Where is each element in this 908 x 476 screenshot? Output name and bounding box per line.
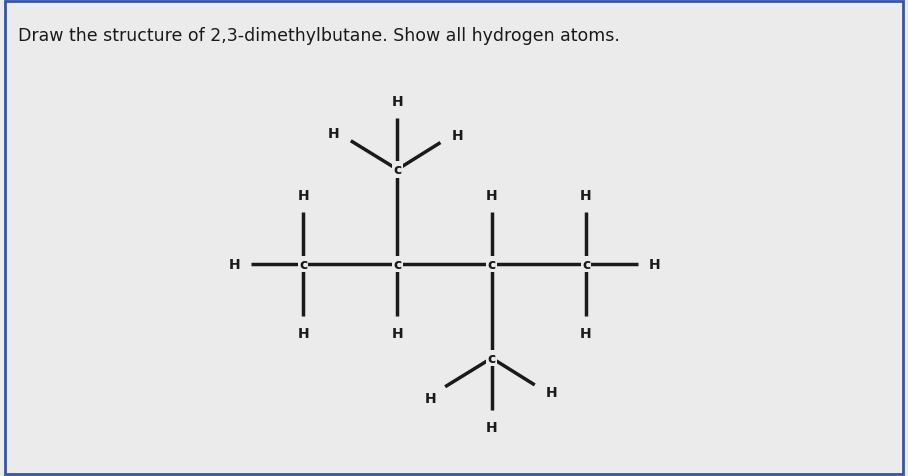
Text: c: c (299, 257, 307, 271)
Text: c: c (488, 351, 496, 365)
Text: H: H (451, 129, 463, 143)
Text: H: H (546, 386, 558, 400)
Text: H: H (425, 391, 437, 405)
Text: c: c (582, 257, 590, 271)
Text: H: H (486, 420, 498, 434)
Text: H: H (391, 326, 403, 340)
Text: H: H (580, 326, 592, 340)
Text: H: H (328, 127, 340, 141)
Text: H: H (649, 257, 661, 271)
Text: c: c (393, 257, 401, 271)
Text: H: H (580, 188, 592, 202)
Text: H: H (297, 326, 309, 340)
Text: Draw the structure of 2,3-dimethylbutane. Show all hydrogen atoms.: Draw the structure of 2,3-dimethylbutane… (18, 27, 620, 45)
Text: H: H (486, 188, 498, 202)
Text: H: H (391, 94, 403, 109)
Text: H: H (229, 257, 240, 271)
Text: c: c (393, 163, 401, 177)
Text: H: H (297, 188, 309, 202)
Text: c: c (488, 257, 496, 271)
